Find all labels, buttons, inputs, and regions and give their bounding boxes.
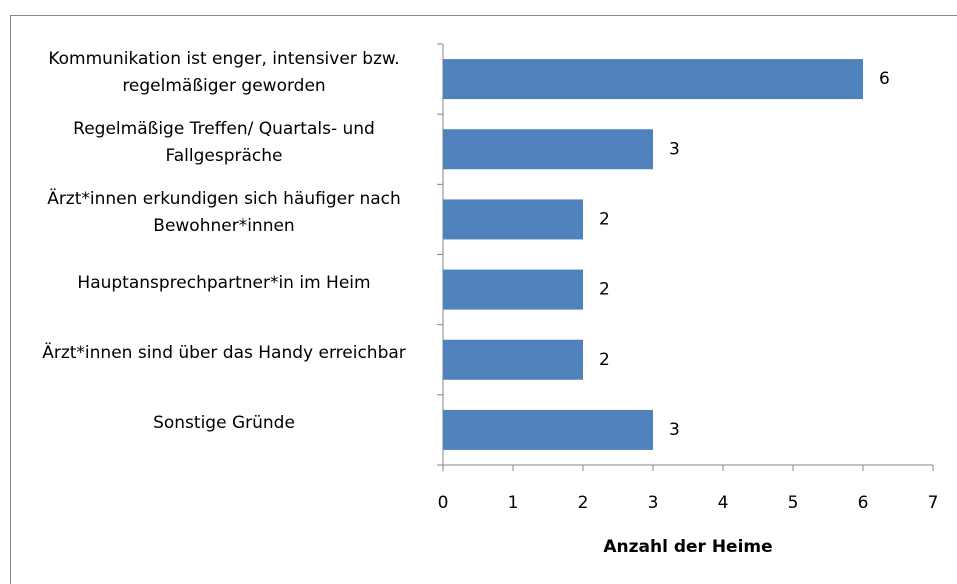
- bar: [443, 59, 863, 100]
- value-label: 3: [669, 420, 680, 440]
- bar: [443, 199, 583, 240]
- bar: [443, 339, 583, 380]
- y-tick-label: Ärzt*innen sind über das Handy erreichba…: [42, 343, 406, 364]
- x-tick-label: 5: [788, 493, 799, 513]
- x-tick-label: 1: [508, 493, 519, 513]
- y-tick-label: Hauptansprechpartner*in im Heim: [77, 273, 371, 294]
- bar: [443, 129, 653, 170]
- y-tick-label: Kommunikation ist enger, intensiver bzw.…: [48, 49, 400, 97]
- x-tick-label: 7: [928, 493, 939, 513]
- x-tick-label: 3: [648, 493, 659, 513]
- value-label: 2: [599, 209, 610, 229]
- x-tick-label: 4: [718, 493, 729, 513]
- y-tick-label: Sonstige Gründe: [153, 413, 295, 434]
- x-tick-label: 0: [438, 493, 449, 513]
- x-tick-label: 6: [858, 493, 869, 513]
- value-label: 2: [599, 350, 610, 370]
- bar: [443, 269, 583, 310]
- value-label: 3: [669, 139, 680, 159]
- bar: [443, 409, 653, 450]
- y-tick-label: Ärzt*innen erkundigen sich häufiger nach…: [47, 189, 401, 237]
- x-tick-label: 2: [578, 493, 589, 513]
- value-label: 2: [599, 280, 610, 300]
- y-tick-label: Regelmäßige Treffen/ Quartals- und Fallg…: [73, 119, 375, 167]
- value-label: 6: [879, 69, 890, 89]
- x-axis-title: Anzahl der Heime: [603, 537, 772, 557]
